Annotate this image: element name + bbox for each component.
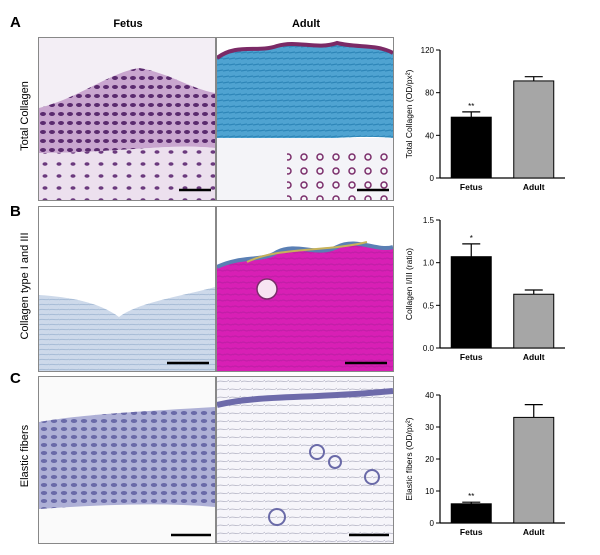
panel-letter-c: C — [10, 370, 21, 387]
y-tick-label: 0 — [430, 174, 435, 183]
category-label: Adult — [523, 527, 545, 537]
chart-elastic-fibers: 0 10 20 30 40 Elastic fibers (OD/px²) ** Fetus A… — [400, 385, 595, 550]
significance-marker: ** — [468, 102, 474, 111]
bar-adult — [513, 80, 555, 179]
y-tick-label: 1.0 — [423, 259, 435, 268]
y-tick-label: 1.5 — [423, 216, 435, 225]
significance-marker: ** — [468, 492, 474, 501]
micrograph-fetus-collagen-type — [38, 206, 216, 372]
y-tick-label: 10 — [425, 487, 434, 496]
bar-adult — [513, 293, 555, 349]
row-label-elastic-fibers: Elastic fibers — [19, 424, 31, 488]
category-label: Adult — [523, 182, 545, 192]
significance-marker: * — [470, 234, 473, 243]
y-axis-label: Elastic fibers (OD/px²) — [404, 417, 414, 500]
category-label: Adult — [523, 352, 545, 362]
micrograph-adult-total-collagen — [216, 37, 394, 201]
y-axis-label: Total Collagen (OD/px²) — [404, 69, 414, 158]
micrograph-fetus-elastic-fibers — [38, 376, 216, 544]
y-tick-label: 80 — [425, 89, 434, 98]
y-tick-label: 20 — [425, 455, 434, 464]
micrograph-adult-elastic-fibers — [216, 376, 394, 544]
bar-fetus — [450, 503, 492, 524]
y-tick-label: 120 — [421, 46, 435, 55]
y-tick-label: 0.0 — [423, 344, 435, 353]
micrograph-adult-collagen-type — [216, 206, 394, 372]
column-header-adult: Adult — [291, 18, 321, 30]
panel-letter-a: A — [10, 14, 21, 31]
chart-total-collagen: 0 40 80 120 Total Collagen (OD/px²) ** Fetus Ad… — [400, 40, 595, 205]
bar-fetus — [450, 256, 492, 349]
panel-letter-b: B — [10, 203, 21, 220]
category-label: Fetus — [460, 352, 483, 362]
category-label: Fetus — [460, 527, 483, 537]
y-tick-label: 0 — [430, 519, 435, 528]
y-tick-label: 0.5 — [423, 301, 435, 310]
y-tick-label: 40 — [425, 391, 434, 400]
y-tick-label: 40 — [425, 131, 434, 140]
micrograph-fetus-total-collagen — [38, 37, 216, 201]
row-label-total-collagen: Total Collagen — [19, 81, 31, 151]
bar-adult — [513, 416, 555, 524]
y-axis-label: Collagen I/III (ratio) — [404, 248, 414, 320]
y-tick-label: 30 — [425, 423, 434, 432]
bar-fetus — [450, 116, 492, 179]
category-label: Fetus — [460, 182, 483, 192]
column-header-fetus: Fetus — [113, 18, 143, 30]
chart-collagen-ratio: 0.0 0.5 1.0 1.5 Collagen I/III (ratio) * Fetus… — [400, 210, 595, 375]
row-label-collagen-type: Collagen type I and III — [19, 232, 31, 340]
